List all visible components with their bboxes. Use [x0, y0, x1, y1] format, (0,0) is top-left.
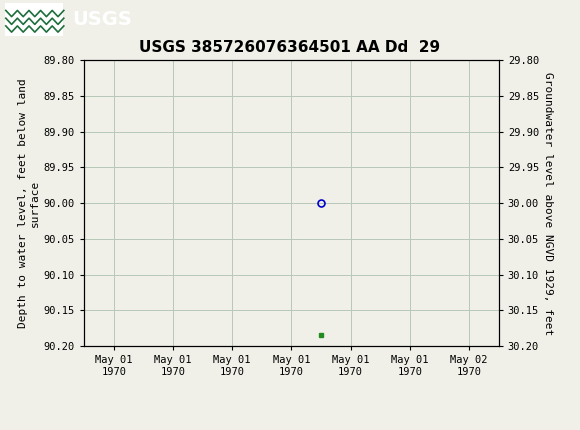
Text: USGS: USGS	[72, 10, 132, 29]
Text: USGS 385726076364501 AA Dd  29: USGS 385726076364501 AA Dd 29	[139, 40, 441, 55]
Y-axis label: Groundwater level above NGVD 1929, feet: Groundwater level above NGVD 1929, feet	[543, 71, 553, 335]
Y-axis label: Depth to water level, feet below land
surface: Depth to water level, feet below land su…	[18, 78, 39, 328]
FancyBboxPatch shape	[5, 3, 63, 36]
